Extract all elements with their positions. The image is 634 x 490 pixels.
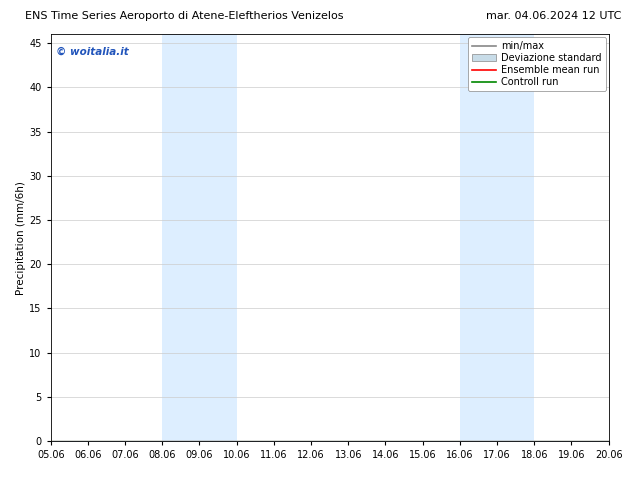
Text: mar. 04.06.2024 12 UTC: mar. 04.06.2024 12 UTC	[486, 11, 621, 21]
Y-axis label: Precipitation (mm/6h): Precipitation (mm/6h)	[16, 181, 27, 294]
Text: ENS Time Series Aeroporto di Atene-Eleftherios Venizelos: ENS Time Series Aeroporto di Atene-Eleft…	[25, 11, 344, 21]
Text: © woitalia.it: © woitalia.it	[56, 47, 129, 56]
Bar	[162, 34, 236, 441]
Bar	[460, 34, 534, 441]
Legend: min/max, Deviazione standard, Ensemble mean run, Controll run: min/max, Deviazione standard, Ensemble m…	[469, 37, 605, 91]
